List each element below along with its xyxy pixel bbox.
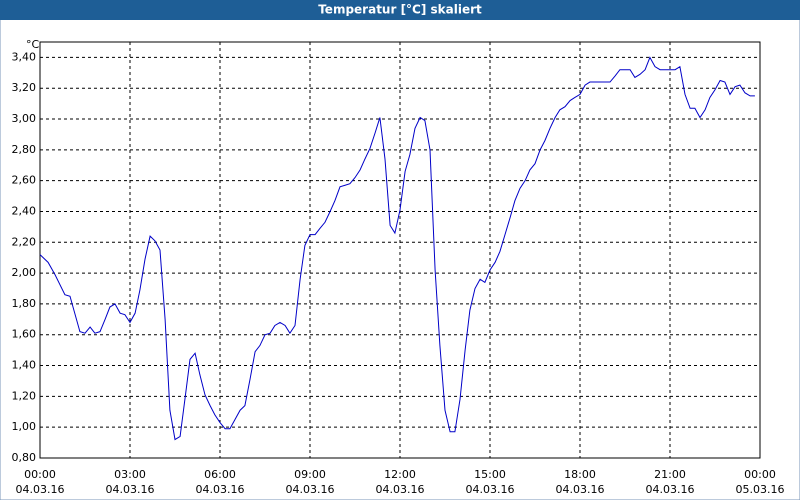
- x-tick-label: 00:00: [24, 468, 56, 481]
- y-tick-label: 1,60: [12, 328, 37, 341]
- x-tick-date: 04.03.16: [196, 483, 245, 496]
- y-tick-label: 1,00: [12, 420, 37, 433]
- y-tick-label: 1,40: [12, 359, 37, 372]
- x-tick-label: 06:00: [204, 468, 236, 481]
- x-tick-date: 04.03.16: [16, 483, 65, 496]
- x-tick-date: 05.03.16: [736, 483, 785, 496]
- y-tick-label: 2,60: [12, 174, 37, 187]
- y-tick-label: 0,80: [12, 451, 37, 464]
- y-tick-label: 3,00: [12, 112, 37, 125]
- y-tick-label: 3,20: [12, 81, 37, 94]
- x-tick-label: 21:00: [654, 468, 686, 481]
- x-tick-date: 04.03.16: [466, 483, 515, 496]
- x-tick-date: 04.03.16: [286, 483, 335, 496]
- x-tick-date: 04.03.16: [106, 483, 155, 496]
- y-tick-label: 1,20: [12, 389, 37, 402]
- title-bar: [0, 0, 800, 20]
- y-tick-label: 2,40: [12, 204, 37, 217]
- y-tick-label: 2,20: [12, 235, 37, 248]
- x-tick-label: 09:00: [294, 468, 326, 481]
- y-tick-label: 3,40: [12, 50, 37, 63]
- x-tick-label: 12:00: [384, 468, 416, 481]
- x-tick-label: 15:00: [474, 468, 506, 481]
- x-tick-date: 04.03.16: [376, 483, 425, 496]
- x-tick-label: 00:00: [744, 468, 776, 481]
- x-tick-label: 03:00: [114, 468, 146, 481]
- x-tick-date: 04.03.16: [646, 483, 695, 496]
- y-axis-unit: °C: [26, 38, 40, 51]
- y-tick-label: 2,80: [12, 143, 37, 156]
- data-line: [39, 56, 755, 441]
- chart-title: Temperatur [°C] skaliert: [318, 3, 482, 17]
- x-tick-label: 18:00: [564, 468, 596, 481]
- plot-border: [39, 41, 761, 459]
- y-tick-label: 1,80: [12, 297, 37, 310]
- y-tick-label: 2,00: [12, 266, 37, 279]
- x-tick-date: 04.03.16: [556, 483, 605, 496]
